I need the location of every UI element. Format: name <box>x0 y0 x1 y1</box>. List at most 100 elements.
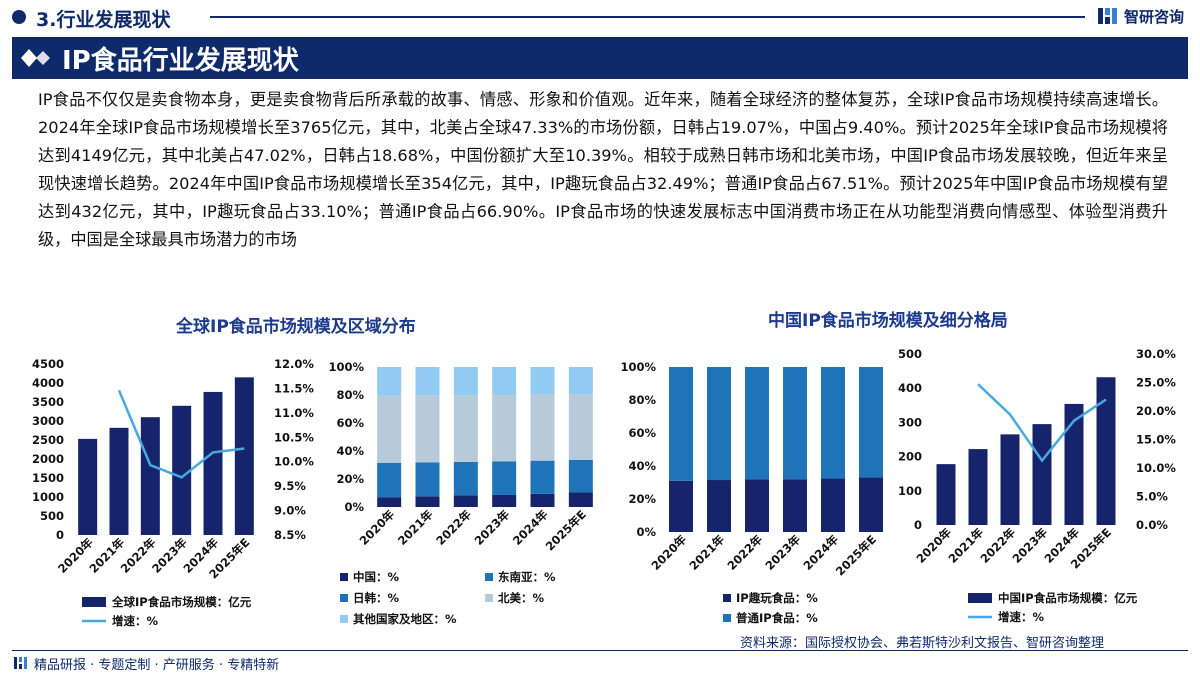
x-tick-label: 2023年 <box>762 532 803 573</box>
stacked-bar-segment <box>669 480 693 532</box>
y-right-tick-label: 12.0% <box>274 357 314 371</box>
source-note: 资料来源：国际授权协会、弗若斯特沙利文报告、智研咨询整理 <box>740 636 1105 651</box>
y-tick-label: 0% <box>344 500 364 514</box>
bar <box>1096 377 1116 525</box>
legend-label: IP趣玩食品：% <box>736 591 818 605</box>
section-title: 3.行业发展现状 <box>36 9 171 31</box>
y-tick-label: 0% <box>636 525 656 539</box>
y-right-tick-label: 30.0% <box>1136 347 1176 361</box>
stacked-bar-segment <box>530 460 555 494</box>
brand-name: 智研咨询 <box>1124 7 1185 26</box>
y-right-tick-label: 8.5% <box>274 528 306 542</box>
footer-divider <box>12 650 1188 651</box>
bar <box>234 377 254 535</box>
stacked-bar-segment <box>707 480 731 532</box>
x-tick-label: 2025年E <box>543 507 589 553</box>
global-market-size-chart: 0 500 1000 1500 2000 2500 3000 3500 4000 4500 8.5%… <box>32 357 314 628</box>
legend-swatch <box>723 614 731 622</box>
legend-label: 中国：% <box>353 570 399 584</box>
y-tick-label: 100% <box>620 360 656 374</box>
brand-logo: 智研咨询 <box>1097 5 1184 27</box>
y-left-tick-label: 2000 <box>32 452 64 466</box>
china-segment-share-chart: 0%20%40%60%80%100%2020年2021年2022年2023年20… <box>620 360 883 625</box>
legend-swatch <box>485 594 493 602</box>
section-dot-icon <box>12 10 26 24</box>
stacked-bar-segment <box>492 461 517 495</box>
legend-label: 全球IP食品市场规模：亿元 <box>111 595 252 609</box>
x-tick-label: 2022年 <box>433 507 474 548</box>
footer-slogan: 精品研报 · 专题定制 · 产研服务 · 专精特新 <box>14 655 280 673</box>
y-right-tick-label: 10.0% <box>1136 461 1176 475</box>
stacked-bar-segment <box>492 494 517 507</box>
global-chart-title: 全球IP食品市场规模及区域分布 <box>176 317 416 337</box>
y-right-tick-label: 10.0% <box>274 455 314 469</box>
stacked-bar-segment <box>377 462 402 498</box>
x-tick-label: 2025年E <box>833 532 879 578</box>
stacked-bar-segment <box>415 462 440 497</box>
bar <box>109 427 129 535</box>
y-tick-label: 60% <box>628 426 656 440</box>
stacked-bar-segment <box>415 496 440 507</box>
x-tick-label: 2023年 <box>472 507 513 548</box>
stacked-bar-segment <box>377 497 402 507</box>
legend-label: 东南亚：% <box>498 570 556 584</box>
footer-slogan-text: 精品研报 · 专题定制 · 产研服务 · 专精特新 <box>34 657 280 673</box>
bar <box>78 438 98 535</box>
bar <box>140 417 160 535</box>
china-market-size-chart: 0 100 200 300 400 500 0.0% 5.0% 10.0% 15.0% 20.0% 2… <box>898 347 1176 624</box>
legend-swatch <box>340 615 348 623</box>
stacked-bar-segment <box>377 367 402 396</box>
y-left-tick-label: 100 <box>898 484 922 498</box>
bar <box>203 391 223 535</box>
y-left-tick-label: 4500 <box>32 357 64 371</box>
stacked-bar-segment <box>453 461 478 496</box>
global-region-share-chart: 0%20%40%60%80%100%2020年2021年2022年2023年20… <box>328 360 593 626</box>
y-tick-label: 40% <box>628 459 656 473</box>
y-left-tick-label: 4000 <box>32 376 64 390</box>
y-right-tick-label: 11.5% <box>274 381 314 395</box>
brand-mark-icon <box>1098 8 1117 24</box>
y-tick-label: 100% <box>328 360 364 374</box>
bar <box>936 464 956 525</box>
y-left-tick-label: 2500 <box>32 433 64 447</box>
stacked-bar-segment <box>783 479 807 532</box>
stacked-bar-segment <box>859 477 883 532</box>
y-left-tick-label: 0 <box>914 518 922 532</box>
legend-swatch <box>485 573 493 581</box>
stacked-bar-segment <box>530 493 555 507</box>
stacked-bar-segment <box>568 394 593 460</box>
page-title: IP食品行业发展现状 <box>62 46 299 76</box>
legend-label: 日韩：% <box>353 591 399 605</box>
y-left-tick-label: 1000 <box>32 490 64 504</box>
bar <box>1000 434 1020 525</box>
stacked-bar-segment <box>453 395 478 462</box>
stacked-bar-segment <box>859 367 883 478</box>
stacked-bar-segment <box>492 367 517 395</box>
y-tick-label: 40% <box>336 444 364 458</box>
y-right-tick-label: 9.5% <box>274 479 306 493</box>
y-left-tick-label: 3000 <box>32 414 64 428</box>
legend-swatch <box>968 593 992 603</box>
legend-label: 增速：% <box>112 614 158 628</box>
x-tick-label: 2022年 <box>724 532 765 573</box>
legend-label: 其他国家及地区：% <box>353 612 457 626</box>
y-tick-label: 20% <box>628 492 656 506</box>
title-banner: IP食品行业发展现状 <box>12 37 1188 79</box>
stacked-bar-segment <box>530 394 555 461</box>
stacked-bar-segment <box>453 495 478 507</box>
y-tick-label: 60% <box>336 416 364 430</box>
x-tick-label: 2021年 <box>686 532 727 573</box>
y-left-tick-label: 300 <box>898 415 922 429</box>
y-left-tick-label: 500 <box>40 509 64 523</box>
bar <box>968 449 988 525</box>
y-left-tick-label: 200 <box>898 450 922 464</box>
section-divider <box>210 16 1085 18</box>
y-right-tick-label: 20.0% <box>1136 404 1176 418</box>
bar <box>1032 424 1052 525</box>
stacked-bar-segment <box>530 367 555 395</box>
y-right-tick-label: 25.0% <box>1136 376 1176 390</box>
y-right-tick-label: 9.0% <box>274 504 306 518</box>
y-tick-label: 20% <box>336 472 364 486</box>
stacked-bar-segment <box>415 367 440 396</box>
y-left-tick-label: 0 <box>56 528 64 542</box>
